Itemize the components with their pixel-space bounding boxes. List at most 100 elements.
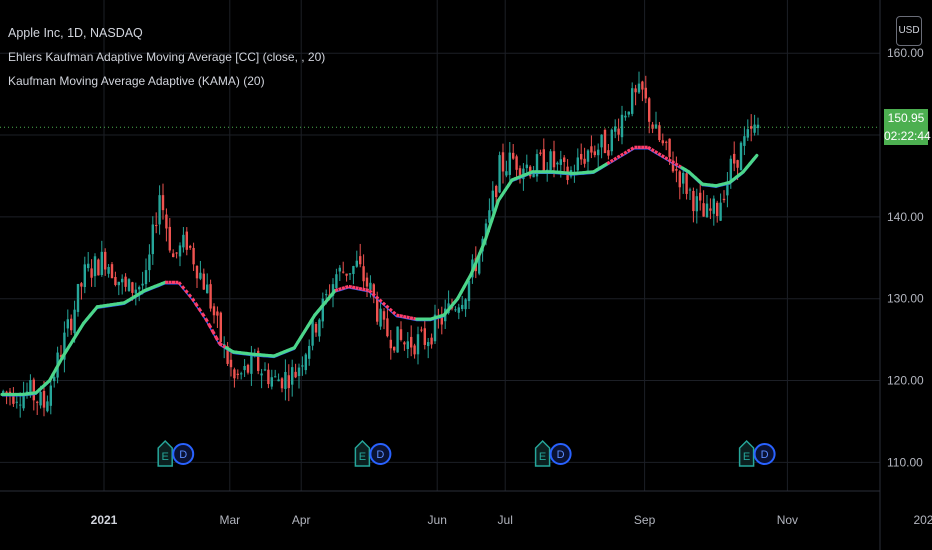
ehlers-kama-segment-down (187, 293, 194, 300)
candle-body (352, 266, 355, 274)
candle-body (498, 155, 501, 193)
candle-body (321, 298, 324, 322)
candle-body (379, 308, 382, 327)
candle-body (338, 267, 341, 272)
candle-body (423, 328, 426, 345)
candle-body (90, 268, 93, 278)
ehlers-kama-segment-down (184, 289, 191, 296)
candle-body (508, 152, 511, 175)
indicator-legend-kama[interactable]: Kaufman Moving Average Adaptive (KAMA) (… (8, 74, 265, 88)
candle-body (297, 367, 301, 377)
candle-body (726, 181, 729, 196)
candle-body (209, 284, 212, 309)
candle-body (433, 314, 437, 342)
ehlers-kama-segment-down (378, 298, 384, 304)
ehlers-kama-segment-down (341, 285, 346, 290)
candle-body (532, 173, 535, 178)
candle-body (63, 332, 66, 360)
ehlers-kama-segment-down (334, 287, 340, 293)
ehlers-kama-segment-down (616, 154, 622, 159)
candle-body (107, 267, 110, 274)
ehlers-kama-segment-down (619, 152, 626, 157)
x-axis[interactable]: 2021 Mar Apr Jun Jul Sep Nov 2022 (91, 513, 932, 527)
candle-body (729, 158, 732, 182)
candle-body (382, 311, 386, 320)
candle-body (195, 265, 199, 279)
ehlers-kama-segment-down (667, 158, 673, 163)
symbol-legend[interactable]: Apple Inc, 1D, NASDAQ (8, 26, 143, 40)
candle-body (675, 169, 678, 171)
candle-body (311, 319, 314, 346)
candle-body (648, 98, 651, 122)
candle-body (654, 124, 658, 129)
x-tick-label: Jun (428, 513, 447, 527)
candle-body (318, 319, 321, 337)
earnings-label: E (539, 451, 546, 463)
candle-body (597, 149, 600, 156)
ehlers-kama-segment-down (626, 147, 632, 153)
candle-body (104, 251, 107, 270)
candle-body (716, 202, 719, 216)
candle-body (178, 245, 182, 257)
ehlers-kama-segment-down (670, 160, 677, 166)
candle-body (369, 282, 372, 290)
ehlers-kama-segment-down (204, 318, 211, 327)
candle-body (607, 150, 610, 156)
candle-body (464, 299, 467, 310)
candle-body (505, 171, 508, 176)
candle-body (49, 385, 52, 406)
ehlers-kama-segment-down (348, 284, 353, 289)
earnings-label: E (162, 451, 169, 463)
candle-body (5, 391, 8, 393)
ehlers-kama-segment-down (344, 284, 350, 289)
ehlers-kama-segment-down (355, 286, 360, 291)
candle-body (709, 208, 712, 211)
currency-button[interactable]: USD (896, 16, 922, 46)
candle-body (15, 401, 18, 403)
candle-body (610, 129, 613, 152)
candle-body (124, 276, 127, 287)
candle-body (189, 245, 192, 248)
x-tick-label: 2021 (91, 513, 118, 527)
candle-body (399, 329, 403, 340)
ehlers-kama-segment-down (222, 344, 228, 350)
candle-body (644, 87, 647, 99)
candle-body (36, 401, 39, 403)
ehlers-kama-segment-down (402, 314, 407, 319)
ehlers-kama-segment-down (338, 286, 343, 292)
candle-body (580, 153, 583, 160)
candle-body (665, 141, 668, 143)
candle-body (702, 203, 705, 217)
ehlers-kama-segment-down (362, 287, 367, 292)
candle-body (331, 284, 335, 296)
ehlers-kama-segment-down (650, 147, 656, 153)
ehlers-kama-segment-down (653, 150, 660, 155)
candle-body (87, 263, 90, 269)
candle-body (260, 373, 263, 376)
candle-body (97, 259, 100, 276)
indicator-legend-ehlers-kama[interactable]: Ehlers Kaufman Adaptive Moving Average [… (8, 50, 326, 64)
candle-body (12, 393, 15, 404)
dividend-circle-icon (753, 443, 776, 465)
ehlers-kama-segment-down (657, 152, 663, 157)
candle-body (39, 391, 42, 406)
ehlers-kama-segment-down (385, 304, 391, 311)
dividend-label: D (376, 449, 384, 461)
candle-body (301, 365, 304, 367)
x-tick-label: Jul (498, 513, 513, 527)
candle-body (199, 272, 202, 279)
candle-body (403, 342, 406, 345)
candle-body (556, 162, 559, 165)
candle-body (627, 111, 630, 115)
candle-body (651, 124, 654, 129)
ehlers-kama-segment-up (751, 153, 759, 162)
y-tick-label: 140.00 (887, 210, 924, 224)
candle-body (158, 195, 161, 225)
candle-body (712, 198, 715, 214)
